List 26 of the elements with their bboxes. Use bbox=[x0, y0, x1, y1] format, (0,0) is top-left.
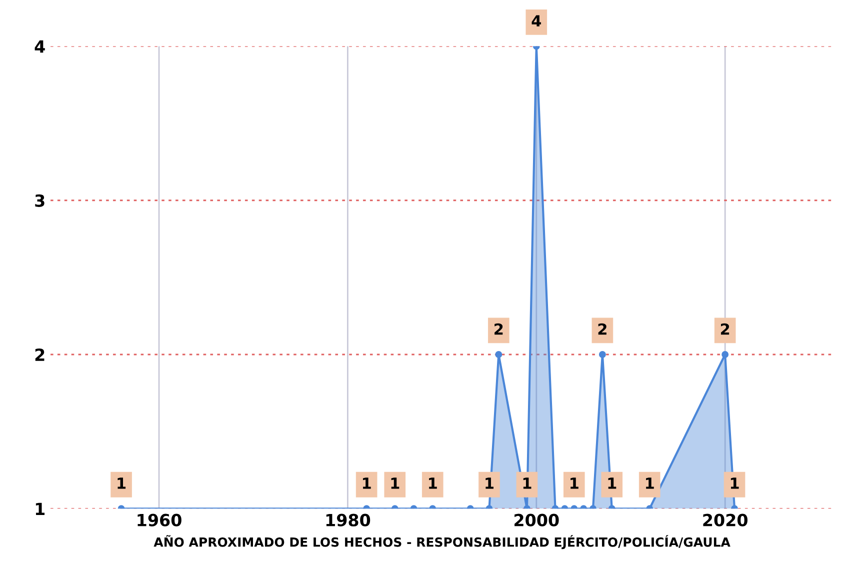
data-label: 1 bbox=[523, 478, 532, 489]
x-tick-label: 1980 bbox=[326, 514, 370, 526]
data-label: 1 bbox=[608, 478, 616, 489]
point bbox=[495, 351, 502, 358]
data-label: 1 bbox=[646, 478, 654, 489]
data-label: 1 bbox=[570, 478, 578, 489]
data-label: 1 bbox=[429, 478, 437, 489]
x-tick-label: 2000 bbox=[514, 514, 559, 526]
data-label: 2 bbox=[720, 323, 730, 335]
data-label: 2 bbox=[494, 323, 503, 335]
data-label: 1 bbox=[486, 478, 494, 489]
data-label: 2 bbox=[598, 323, 606, 335]
y-tick-label: 4 bbox=[34, 40, 45, 53]
x-axis-title: AÑO APROXIMADO DE LOS HECHOS - RESPONSABILIDAD EJÉRCITO/POLICÍA/GAULA bbox=[154, 535, 730, 550]
point bbox=[722, 351, 729, 358]
data-label: 1 bbox=[118, 478, 126, 489]
data-label: 1 bbox=[730, 478, 739, 489]
y-tick-label: 1 bbox=[36, 502, 45, 515]
data-label: 4 bbox=[532, 15, 542, 26]
y-tick-label: 3 bbox=[35, 194, 44, 207]
point bbox=[598, 351, 606, 358]
y-tick-label: 2 bbox=[35, 348, 44, 361]
x-tick-label: 2020 bbox=[703, 514, 748, 526]
x-tick-label: 1960 bbox=[138, 514, 182, 526]
data-label: 1 bbox=[362, 478, 371, 489]
data-label: 1 bbox=[391, 478, 400, 489]
